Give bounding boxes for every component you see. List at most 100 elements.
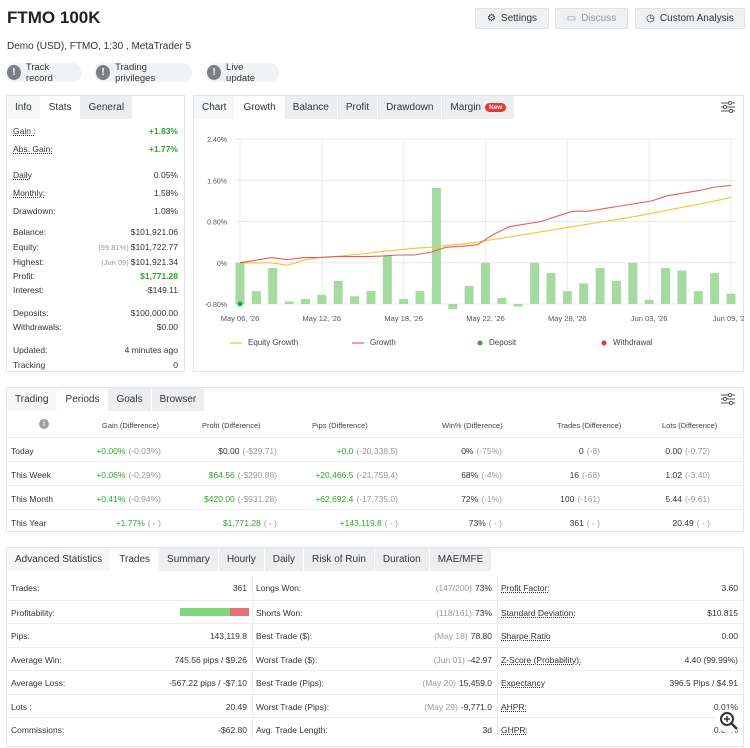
adv-value: 3.60 [721,583,738,593]
period-value: 5.44 [665,494,682,504]
stat-value-group: -$149.11 [145,285,178,295]
advanced-row: Average Win: 745.56 pips / $9.26 Worst Tra… [7,646,743,671]
custom-analysis-label: Custom Analysis [659,13,734,24]
period-diff: (-75%) [476,446,502,456]
bar [300,298,310,304]
tab-browser[interactable]: Browser [151,388,206,411]
tab-periods[interactable]: Periods [57,388,109,411]
column-divider [252,718,253,741]
stat-value-group: +1.77% [149,144,178,154]
bar [284,301,294,304]
legend-equity-growth[interactable]: Equity Growth [230,338,298,347]
adv-value-group: (Jun 01) -42.97 [434,655,492,665]
stat-label: Interest: [13,285,44,295]
tab-general[interactable]: General [80,96,134,119]
tab-stats[interactable]: Stats [40,96,81,119]
period-value: 72% [461,494,479,504]
adv-value: $10.815 [707,607,738,618]
adv-value: 20.49 [225,701,247,712]
adv-note: (147/200) [435,583,472,593]
chart-settings-icon[interactable] [721,101,735,113]
bar [333,280,343,304]
tab-advanced-statistics[interactable]: Advanced Statistics [7,548,112,571]
column-divider [497,576,498,599]
adv-label: Worst Trade (Pips): [256,701,330,712]
stat-row: Highest: (Jun 09) $101,921.34 [13,257,178,267]
adv-label: Sharpe Ratio [501,631,551,641]
trading-privileges-pill[interactable]: ! Trading privileges [94,62,192,84]
adv-label: Lots : [11,701,32,712]
y-tick-label: 0% [217,261,227,268]
period-value: +143,119.8 [339,518,382,528]
tab-mae-mfe[interactable]: MAE/MFE [429,548,493,571]
settings-button[interactable]: ⚙ Settings [475,8,549,29]
adv-label: Best Trade (Pips): [256,678,325,688]
column-header: Lots (Difference) [662,421,718,430]
legend-label: Deposit [489,338,517,347]
adv-value: 361 [232,583,247,593]
bar [579,283,589,304]
stat-value: 1.08% [153,206,178,216]
adv-value: 15,459.0 [458,678,492,688]
period-value: +1.77% [115,518,145,528]
settings-label: Settings [500,13,538,24]
adv-value: 3d [482,725,492,735]
period-diff: (-$290.88) [237,470,277,480]
discuss-label: Discuss [581,13,617,24]
track-record-pill[interactable]: ! Track record [5,62,82,84]
period-value: 1.02 [665,470,682,480]
bar [235,262,245,304]
stat-value: +1.77% [148,144,178,154]
bar [481,262,490,304]
tab-risk-of-ruin[interactable]: Risk of Ruin [303,548,375,571]
tab-drawdown[interactable]: Drawdown [378,96,443,119]
advanced-row: Average Loss: -567.22 pips / -$7.10 Best T… [7,670,743,694]
period-diff: (-21,759.4) [356,470,398,480]
period-diff: ( - ) [147,518,161,528]
tab-balance[interactable]: Balance [284,96,338,119]
bar [448,304,458,310]
x-tick-label: May 18, '26 [384,314,423,323]
period-value: 16 [569,470,580,480]
tab-trades[interactable]: Trades [111,548,160,571]
tab-trading[interactable]: Trading [7,388,58,411]
custom-analysis-button[interactable]: ◷ Custom Analysis [635,8,745,29]
period-diff: (-0.72) [684,446,710,456]
legend-deposit[interactable]: Deposit [477,338,516,347]
stat-value: +1.83% [148,126,178,136]
legend-growth[interactable]: Growth [352,338,396,347]
stat-label: Drawdown: [13,206,56,216]
adv-value-group: (147/200) 73% [436,583,492,593]
period-diff: (-9.61) [684,494,710,504]
tab-duration[interactable]: Duration [374,548,430,571]
adv-label: Average Win: [11,654,62,665]
periods-settings-icon[interactable] [721,393,735,405]
tab-daily[interactable]: Daily [264,548,304,571]
period-cell: $1,771.28( - ) [223,518,277,528]
advanced-row: Pips: 143,119.8 Best Trade ($): (May 18) 78.… [7,623,743,647]
tab-hourly[interactable]: Hourly [218,548,265,571]
column-header: Trades (Difference) [557,421,622,430]
discuss-button[interactable]: ▭ Discuss [555,8,628,29]
stat-label: Daily [13,170,32,180]
zoom-in-icon[interactable] [716,708,742,734]
period-cell: 100 (-161) [560,494,600,504]
tab-chart[interactable]: Chart [194,96,236,119]
bar [464,285,474,304]
live-update-pill[interactable]: ! Live update [205,62,279,84]
tab-info[interactable]: Info [7,96,41,119]
adv-label: Trades: [11,583,40,593]
tab-goals[interactable]: Goals [108,388,152,411]
period-diff: (-3.40) [684,470,710,480]
stat-value-group: 1.58% [154,188,178,198]
legend-withdrawal[interactable]: Withdrawal [601,338,653,347]
tab-summary[interactable]: Summary [159,548,219,571]
tab-margin[interactable]: Margin New [442,96,516,119]
tab-profit[interactable]: Profit [337,96,379,119]
stat-value-group: +1.83% [149,126,178,136]
column-divider [252,671,253,694]
tab-growth[interactable]: Growth [235,96,285,119]
bar [546,273,556,304]
legend-label: Growth [370,338,396,347]
x-tick-label: May 28, '26 [548,314,587,323]
